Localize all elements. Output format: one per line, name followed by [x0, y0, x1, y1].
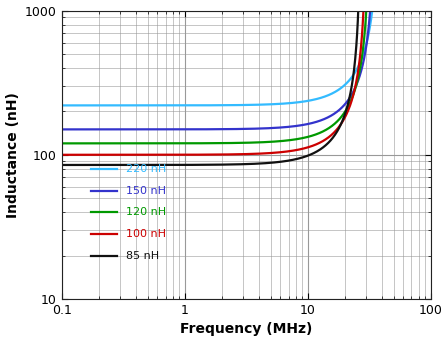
120 nH — [97, 141, 102, 145]
220 nH — [208, 103, 214, 107]
220 nH — [312, 97, 318, 102]
85 nH — [221, 162, 227, 167]
Text: 100 nH: 100 nH — [126, 229, 166, 239]
Line: 150 nH: 150 nH — [62, 0, 375, 129]
120 nH — [208, 141, 214, 145]
220 nH — [221, 103, 227, 107]
85 nH — [208, 163, 214, 167]
Text: 220 nH: 220 nH — [126, 164, 167, 174]
100 nH — [221, 153, 227, 157]
150 nH — [347, 96, 352, 101]
85 nH — [59, 163, 65, 167]
Line: 100 nH: 100 nH — [62, 0, 366, 155]
100 nH — [97, 153, 102, 157]
85 nH — [353, 48, 359, 52]
150 nH — [59, 127, 65, 131]
Text: 85 nH: 85 nH — [126, 251, 159, 261]
100 nH — [208, 153, 214, 157]
85 nH — [347, 96, 352, 101]
Text: 150 nH: 150 nH — [126, 186, 166, 196]
150 nH — [208, 127, 214, 131]
100 nH — [312, 143, 318, 147]
220 nH — [59, 103, 65, 107]
100 nH — [347, 105, 352, 109]
150 nH — [97, 127, 102, 131]
Line: 85 nH: 85 nH — [62, 0, 360, 165]
Line: 120 nH: 120 nH — [62, 0, 370, 143]
120 nH — [59, 141, 65, 145]
220 nH — [347, 78, 352, 82]
220 nH — [97, 103, 102, 107]
85 nH — [312, 150, 318, 155]
X-axis label: Frequency (MHz): Frequency (MHz) — [180, 323, 312, 337]
150 nH — [221, 127, 227, 131]
120 nH — [347, 102, 352, 106]
Line: 220 nH: 220 nH — [62, 0, 379, 105]
120 nH — [353, 84, 359, 88]
100 nH — [353, 81, 359, 86]
120 nH — [221, 141, 227, 145]
100 nH — [59, 153, 65, 157]
Y-axis label: Inductance (nH): Inductance (nH) — [5, 92, 20, 218]
85 nH — [97, 163, 102, 167]
Text: 120 nH: 120 nH — [126, 208, 167, 218]
220 nH — [353, 69, 359, 73]
120 nH — [312, 133, 318, 137]
150 nH — [353, 84, 359, 88]
150 nH — [312, 120, 318, 124]
